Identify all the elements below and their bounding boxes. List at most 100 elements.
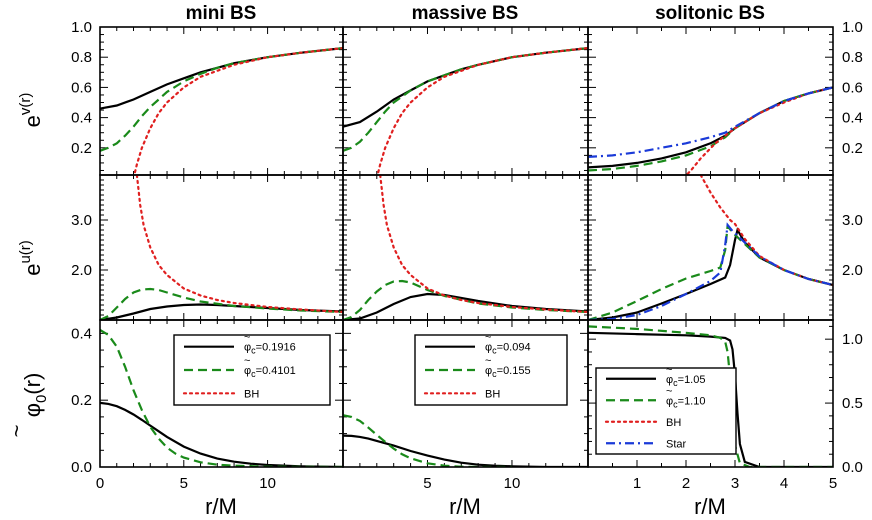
panel-r2-c2 — [342, 174, 589, 321]
y-tick-label: 0.2 — [71, 140, 92, 157]
legend-label-bh: BH — [244, 388, 259, 400]
series-star-line — [588, 86, 833, 158]
svg-text:ev(r): ev(r) — [17, 93, 45, 128]
legend-label-s2: φc=1.10 — [666, 395, 705, 409]
ticks — [342, 26, 588, 175]
legend-label-c2: φc=0.155 — [485, 365, 531, 379]
plot-area: 0 5 10 5 10 1 2 3 4 5 0.2 0.2 0.4 0.4 0.6 0.6 0.8 0.8 1.0 1… — [71, 19, 863, 492]
y-tick-label: 0.4 — [842, 110, 863, 127]
y-tick-label: 0.4 — [71, 110, 92, 127]
row-label-phi: φ0(r) ~ — [4, 373, 50, 438]
y-tick-label: 0.4 — [71, 325, 92, 342]
panel-r2-c3 — [587, 174, 834, 321]
series-star-line — [588, 222, 833, 320]
series-bh-line — [376, 47, 588, 175]
x-tick-label: 5 — [829, 475, 837, 492]
panel-frame — [587, 26, 834, 176]
title-solitonic-bs: solitonic BS — [655, 3, 765, 24]
x-tick-label: 3 — [731, 475, 739, 492]
xlabel-left: r/M — [205, 494, 237, 519]
series-c2-line — [343, 414, 512, 467]
x-tick-label: 5 — [423, 475, 431, 492]
legend-mini-bs: φc=0.1916~φc=0.4101~BH — [173, 332, 331, 406]
panel-frame — [99, 26, 344, 176]
panel-r3-c2 — [342, 319, 589, 468]
legend-label-bh: BH — [485, 388, 500, 400]
panel-frame — [99, 174, 344, 321]
series-bh-line — [684, 86, 833, 175]
series-c1-line — [100, 47, 343, 110]
legend-tilde: ~ — [244, 332, 250, 344]
xlabel-middle: r/M — [449, 494, 481, 519]
panel-frame — [587, 319, 834, 468]
y-tick-label: 2.0 — [842, 262, 863, 279]
row-label-ev: ev(r) — [17, 93, 45, 128]
legend-tilde: ~ — [485, 332, 491, 344]
panel-r2-c1 — [99, 174, 344, 321]
row-label-ev-sup: v(r) — [17, 93, 34, 116]
ticks — [99, 26, 343, 175]
series-s1-line — [588, 86, 833, 169]
legend-massive-bs: φc=0.094~φc=0.155~BH — [414, 332, 568, 406]
ticks — [588, 175, 834, 320]
legend-tilde: ~ — [244, 355, 250, 367]
panel-frame — [342, 26, 589, 176]
panel-r1-c1 — [99, 26, 344, 176]
series-c1-line — [343, 434, 588, 467]
series-c1-line — [343, 292, 588, 320]
series-c1-line — [100, 303, 343, 320]
x-tick-label: 0 — [96, 475, 104, 492]
series-bh-line — [135, 175, 343, 314]
y-tick-label: 0.6 — [842, 79, 863, 96]
x-tick-label: 5 — [180, 475, 188, 492]
series-c2-line — [100, 47, 343, 152]
panel-r1-c3 — [587, 26, 834, 176]
y-tick-label: 0.6 — [71, 79, 92, 96]
series-bh-line — [699, 175, 833, 287]
panel-r3-c3 — [587, 319, 834, 468]
series-bh-line — [133, 47, 343, 175]
legend-tilde: ~ — [666, 364, 672, 376]
row-label-phi-sub: 0 — [33, 395, 50, 403]
series-bh-line — [379, 175, 588, 314]
y-tick-label: 3.0 — [71, 212, 92, 229]
legend-label-bh: BH — [666, 417, 681, 429]
x-tick-label: 10 — [259, 475, 276, 492]
row-label-eu: eu(r) — [17, 240, 45, 276]
x-tick-label: 4 — [780, 475, 788, 492]
row-label-phi-tilde: ~ — [4, 425, 29, 438]
ticks — [99, 175, 343, 320]
series-s1-line — [588, 331, 833, 467]
x-tick-label: 10 — [504, 475, 521, 492]
y-tick-label: 2.0 — [71, 262, 92, 279]
row-label-phi-suffix: (r) — [20, 373, 45, 395]
title-mini-bs: mini BS — [186, 3, 257, 24]
y-tick-label: 1.0 — [71, 19, 92, 36]
ticks — [588, 26, 834, 175]
series-c2-line — [100, 329, 343, 467]
legend-label-star: Star — [666, 438, 687, 450]
series-c2-line — [343, 47, 588, 152]
legend-label-s1: φc=1.05 — [666, 374, 705, 388]
series-c2-line — [100, 287, 343, 320]
series-s2-line — [588, 325, 833, 467]
y-tick-label: 0.2 — [71, 392, 92, 409]
series-c1-line — [343, 47, 588, 128]
y-tick-label: 1.0 — [842, 331, 863, 348]
y-tick-label: 0.8 — [71, 49, 92, 66]
svg-text:φ0(r): φ0(r) — [20, 373, 50, 418]
row-label-eu-base: e — [20, 264, 45, 276]
y-tick-label: 0.0 — [71, 459, 92, 476]
row-label-eu-sup: u(r) — [17, 240, 34, 263]
xlabel-right: r/M — [694, 494, 726, 519]
row-label-ev-base: e — [20, 115, 45, 127]
y-tick-label: 0.5 — [842, 395, 863, 412]
y-tick-label: 0.0 — [842, 459, 863, 476]
series-s2-line — [588, 223, 833, 320]
y-tick-label: 0.2 — [842, 140, 863, 157]
legend-label-c2: φc=0.4101 — [244, 365, 296, 379]
x-tick-label: 1 — [633, 475, 641, 492]
row-label-phi-base: φ — [20, 403, 45, 417]
